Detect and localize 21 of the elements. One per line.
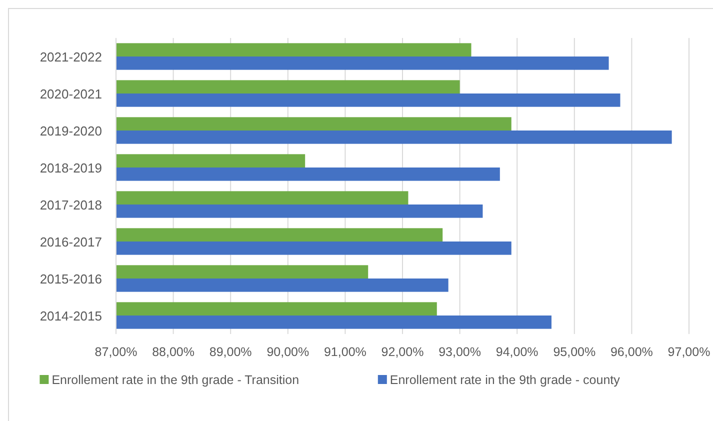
x-tick-label: 89,00% [209, 345, 252, 359]
x-tick-label: 96,00% [610, 345, 653, 359]
x-tick-label: 94,00% [496, 345, 538, 359]
legend-label: Enrollement rate in the 9th grade - Transition [52, 373, 300, 387]
y-tick-label: 2020-2021 [40, 86, 102, 102]
x-tick-label: 88,00% [152, 345, 195, 359]
y-tick-label: 2016-2017 [40, 234, 102, 250]
x-tick-label: 95,00% [553, 345, 596, 359]
x-tick-label: 91,00% [324, 345, 366, 359]
x-tick-label: 92,00% [381, 345, 424, 359]
y-tick-label: 2017-2018 [40, 198, 102, 212]
y-tick-label: 2014-2015 [40, 308, 102, 324]
y-tick-label: 2021-2022 [40, 50, 102, 64]
y-tick-label: 2019-2020 [40, 124, 102, 138]
legend-label: Enrollement rate in the 9th grade - county [390, 373, 621, 387]
y-tick-label: 2018-2019 [40, 160, 102, 176]
y-tick-label: 2015-2016 [40, 272, 102, 286]
x-tick-label: 93,00% [438, 345, 482, 359]
x-tick-label: 90,00% [266, 345, 310, 359]
x-tick-label: 97,00% [668, 345, 710, 359]
x-tick-label: 87,00% [94, 345, 138, 359]
